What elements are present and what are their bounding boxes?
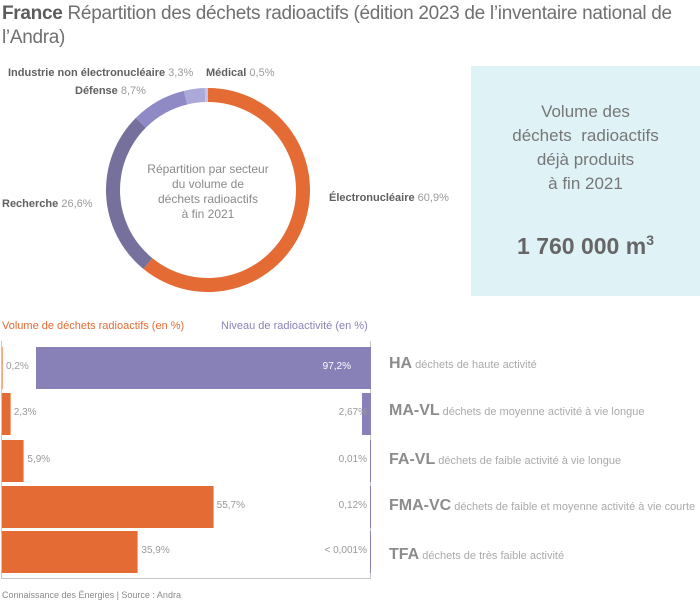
volume-value-label: 2,3% (13, 407, 37, 418)
bar-chart: 0,2% 97,2% 2,3% 2,67% 5,9% 0,01% 55,7% 0,12% 35,… (1, 341, 371, 579)
bar-radioactivity-tfa (370, 531, 371, 573)
donut-chart (106, 88, 310, 292)
bar-row-tfa: 35,9% < 0,001% (2, 531, 371, 573)
category-code: FA-VL (389, 451, 436, 468)
category-code: HA (389, 355, 413, 372)
total-volume-value: 1 760 000 m3 (517, 232, 654, 259)
donut-center-text: Répartition par secteur du volume de déc… (147, 162, 269, 221)
pie-label-defense: Défense 8,7% (75, 85, 146, 97)
category-description: déchets de faible activité à vie longue (438, 455, 622, 467)
donut-slice-électronucléaire (143, 88, 310, 292)
bar-radioactivity-fa-vl (370, 440, 371, 482)
bar-radioactivity-ma-vl (361, 393, 371, 435)
bar-row-ha: 0,2% 97,2% (2, 347, 371, 389)
bar-radioactivity-fma-vc (370, 486, 371, 528)
radioactivity-value-label: 2,67% (338, 407, 367, 418)
legend-radioactivity: Niveau de radioactivité (en %) (221, 320, 368, 332)
category-code: TFA (389, 546, 420, 563)
volume-value-label: 0,2% (6, 361, 29, 372)
bar-row-fa-vl: 5,9% 0,01% (2, 440, 371, 482)
pie-label-recherche: Recherche 26,6% (2, 198, 93, 210)
pie-label-industrie: Industrie non électronucléaire 3,3% (8, 67, 194, 79)
total-volume-caption: Volume des déchets radioactifs déjà prod… (512, 102, 659, 193)
title-country: France (2, 3, 63, 24)
radioactivity-value-label: 0,12% (338, 500, 367, 511)
category-description: déchets de faible et moyenne activité à … (454, 501, 696, 513)
donut-slice-défense (135, 90, 188, 128)
category-label-ma-vl: MA-VL déchets de moyenne activité à vie l… (389, 402, 644, 420)
volume-value-label: 55,7% (216, 500, 246, 511)
footer-source: Connaissance des Énergies | Source : And… (2, 590, 181, 600)
donut-slice-recherche (106, 117, 153, 269)
pie-label-medical: Médical 0,5% (206, 67, 275, 79)
bar-row-ma-vl: 2,3% 2,67% (2, 393, 371, 435)
bar-volume-fa-vl (2, 440, 25, 482)
bar-radioactivity-ha (35, 347, 371, 389)
bar-volume-tfa (2, 531, 139, 573)
category-description: déchets de haute activité (415, 359, 537, 371)
bar-volume-fma-vc (2, 486, 214, 528)
category-label-fma-vc: FMA-VC déchets de faible et moyenne activ… (389, 497, 695, 515)
category-code: MA-VL (389, 402, 440, 419)
category-label-tfa: TFA déchets de très faible activité (389, 546, 564, 564)
category-code: FMA-VC (389, 497, 452, 514)
category-label-fa-vl: FA-VL déchets de faible activité à vie lo… (389, 451, 621, 469)
total-volume-card: Volume des déchets radioactifs déjà prod… (471, 66, 700, 296)
title-text: Répartition des déchets radioactifs (édi… (2, 3, 672, 48)
radioactivity-value-label: < 0,001% (324, 545, 367, 556)
pie-label-electronucleaire: Électronucléaire 60,9% (329, 192, 449, 204)
category-label-ha: HA déchets de haute activité (389, 355, 537, 373)
volume-value-label: 5,9% (27, 454, 51, 465)
radioactivity-value-label: 0,01% (338, 454, 367, 465)
legend-volume: Volume de déchets radioactifs (en %) (2, 320, 185, 332)
bar-row-fma-vc: 55,7% 0,12% (2, 486, 371, 528)
chart-title: France Répartition des déchets radioacti… (2, 2, 692, 50)
category-description: déchets de très faible activité (422, 550, 565, 562)
volume-value-label: 35,9% (141, 545, 170, 556)
bar-volume-ma-vl (2, 393, 11, 435)
bar-volume-ha (2, 347, 3, 389)
donut-slice-industrie-non-électronucléaire (183, 88, 206, 105)
radioactivity-value-label: 97,2% (322, 361, 351, 372)
category-description: déchets de moyenne activité à vie longue (442, 406, 645, 418)
donut-slice-médical (204, 88, 208, 103)
